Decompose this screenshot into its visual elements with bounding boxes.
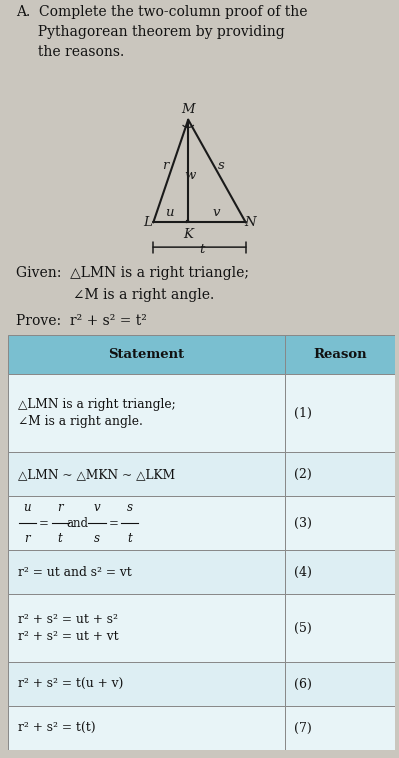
Text: Prove:  r² + s² = t²: Prove: r² + s² = t² xyxy=(16,315,147,328)
Bar xyxy=(285,550,395,594)
Bar xyxy=(285,335,395,374)
Bar xyxy=(8,496,285,550)
Bar xyxy=(285,496,395,550)
Text: (1): (1) xyxy=(294,407,312,420)
Text: Reason: Reason xyxy=(313,348,367,361)
Bar xyxy=(285,374,395,453)
Text: (4): (4) xyxy=(294,565,312,578)
Bar xyxy=(285,453,395,496)
Text: t: t xyxy=(128,532,132,545)
Text: (2): (2) xyxy=(294,468,312,481)
Bar xyxy=(8,453,285,496)
Text: M: M xyxy=(182,103,195,116)
Bar xyxy=(285,662,395,706)
Text: s: s xyxy=(218,159,225,173)
Text: (3): (3) xyxy=(294,517,312,530)
Text: r² = ut and s² = vt: r² = ut and s² = vt xyxy=(18,565,131,578)
Text: Given:  △LMN is a right triangle;: Given: △LMN is a right triangle; xyxy=(16,265,249,280)
Text: s: s xyxy=(127,501,133,514)
Text: t: t xyxy=(58,532,63,545)
Text: u: u xyxy=(166,205,174,219)
Text: A.  Complete the two-column proof of the
     Pythagorean theorem by providing
 : A. Complete the two-column proof of the … xyxy=(16,5,308,59)
Bar xyxy=(8,335,285,374)
Bar xyxy=(285,706,395,750)
Text: v: v xyxy=(94,501,100,514)
Text: K: K xyxy=(183,228,193,241)
Bar xyxy=(8,706,285,750)
Text: w: w xyxy=(185,169,196,182)
Text: s: s xyxy=(94,532,100,545)
Bar xyxy=(8,594,285,662)
Text: ∠M is a right angle.: ∠M is a right angle. xyxy=(16,288,214,302)
Text: N: N xyxy=(244,216,256,229)
Text: r: r xyxy=(162,159,169,173)
Text: r² + s² = t(u + v): r² + s² = t(u + v) xyxy=(18,678,123,691)
Text: △LMN ~ △MKN ~ △LKM: △LMN ~ △MKN ~ △LKM xyxy=(18,468,175,481)
Text: =: = xyxy=(39,517,49,530)
Text: (7): (7) xyxy=(294,722,312,735)
Text: u: u xyxy=(24,501,31,514)
Text: =: = xyxy=(109,517,119,530)
Text: △LMN is a right triangle;
∠M is a right angle.: △LMN is a right triangle; ∠M is a right … xyxy=(18,398,176,428)
Text: v: v xyxy=(212,205,220,219)
Text: and: and xyxy=(67,517,89,530)
Bar xyxy=(285,594,395,662)
Text: r² + s² = t(t): r² + s² = t(t) xyxy=(18,722,95,735)
Text: Statement: Statement xyxy=(108,348,184,361)
Bar xyxy=(8,550,285,594)
Text: (6): (6) xyxy=(294,678,312,691)
Text: r: r xyxy=(57,501,63,514)
Bar xyxy=(8,662,285,706)
Text: r: r xyxy=(24,532,30,545)
Text: t: t xyxy=(199,243,204,255)
Text: (5): (5) xyxy=(294,622,312,634)
Text: L: L xyxy=(143,216,152,229)
Text: r² + s² = ut + s²
r² + s² = ut + vt: r² + s² = ut + s² r² + s² = ut + vt xyxy=(18,613,118,644)
Bar xyxy=(8,374,285,453)
